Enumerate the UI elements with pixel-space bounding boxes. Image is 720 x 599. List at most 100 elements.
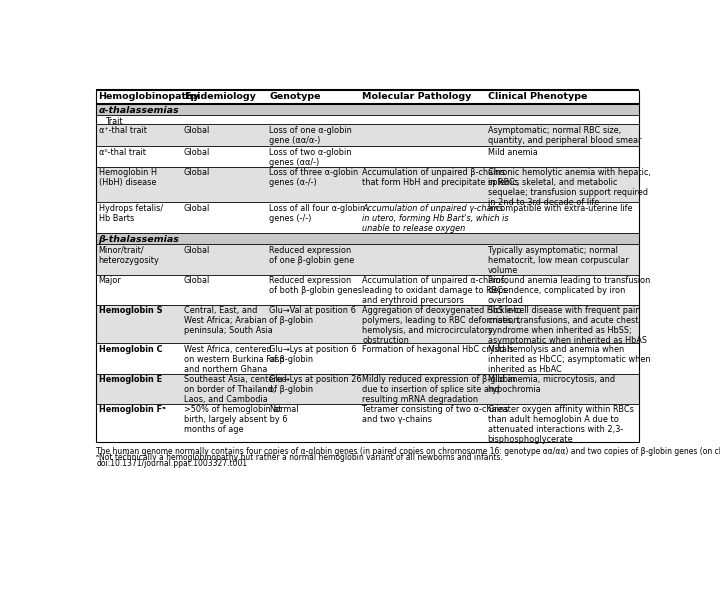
Bar bbox=[360, 343, 485, 374]
Bar bbox=[181, 124, 266, 146]
Text: α-thalassemias: α-thalassemias bbox=[99, 105, 179, 114]
Text: Mild anemia: Mild anemia bbox=[487, 147, 537, 156]
Bar bbox=[96, 202, 181, 234]
Text: Global: Global bbox=[184, 246, 210, 255]
Bar bbox=[485, 104, 639, 115]
Text: Accumulation of unpaired β-chains
that form HbH and precipitate in RBCs: Accumulation of unpaired β-chains that f… bbox=[362, 168, 519, 187]
Bar bbox=[360, 146, 485, 167]
Text: Southeast Asia, centered
on border of Thailand,
Laos, and Cambodia: Southeast Asia, centered on border of Th… bbox=[184, 375, 287, 404]
Text: Hemoglobinopathy: Hemoglobinopathy bbox=[99, 92, 199, 101]
Text: Normal: Normal bbox=[269, 406, 299, 415]
Bar bbox=[485, 234, 639, 244]
Text: doi:10.1371/journal.ppat.1003327.t001: doi:10.1371/journal.ppat.1003327.t001 bbox=[96, 459, 248, 468]
Bar bbox=[485, 343, 639, 374]
Text: Major: Major bbox=[99, 276, 121, 285]
Text: Typically asymptomatic; normal
hematocrit, low mean corpuscular
volume: Typically asymptomatic; normal hematocri… bbox=[487, 246, 628, 275]
Text: Hemoglobin E: Hemoglobin E bbox=[99, 375, 162, 384]
Bar bbox=[266, 104, 360, 115]
Bar bbox=[266, 244, 360, 274]
Bar bbox=[485, 167, 639, 202]
Bar bbox=[485, 146, 639, 167]
Bar bbox=[485, 374, 639, 404]
Bar bbox=[96, 274, 181, 305]
Bar bbox=[266, 274, 360, 305]
Bar bbox=[96, 244, 181, 274]
Text: Reduced expression
of one β-globin gene: Reduced expression of one β-globin gene bbox=[269, 246, 354, 265]
Bar bbox=[266, 374, 360, 404]
Text: Hemoglobin H
(HbH) disease: Hemoglobin H (HbH) disease bbox=[99, 168, 156, 187]
Bar bbox=[96, 305, 181, 343]
Text: Greater oxygen affinity within RBCs
than adult hemoglobin A due to
attenuated in: Greater oxygen affinity within RBCs than… bbox=[487, 406, 634, 444]
Bar bbox=[96, 104, 181, 115]
Bar bbox=[360, 167, 485, 202]
Bar bbox=[266, 234, 360, 244]
Bar bbox=[360, 115, 485, 124]
Bar bbox=[181, 404, 266, 442]
Text: Sickle-cell disease with frequent pain
crises, transfusions, and acute chest
syn: Sickle-cell disease with frequent pain c… bbox=[487, 306, 647, 346]
Text: Hemoglobin Fᵃ: Hemoglobin Fᵃ bbox=[99, 406, 166, 415]
Text: Trait: Trait bbox=[107, 117, 124, 126]
Text: Loss of all four α-globin
genes (-/-): Loss of all four α-globin genes (-/-) bbox=[269, 204, 365, 223]
Bar bbox=[266, 115, 360, 124]
Text: Global: Global bbox=[184, 204, 210, 213]
Bar bbox=[266, 202, 360, 234]
Bar bbox=[181, 167, 266, 202]
Bar bbox=[360, 274, 485, 305]
Text: Accumulation of unpaired α-chains,
leading to oxidant damage to RBCs
and erythro: Accumulation of unpaired α-chains, leadi… bbox=[362, 276, 508, 305]
Bar bbox=[96, 115, 181, 124]
Text: Loss of one α-globin
gene (αα/α-): Loss of one α-globin gene (αα/α-) bbox=[269, 126, 352, 144]
Text: Mild anemia, microcytosis, and
hypochromia: Mild anemia, microcytosis, and hypochrom… bbox=[487, 375, 615, 394]
Bar bbox=[360, 104, 485, 115]
Bar bbox=[360, 202, 485, 234]
Bar bbox=[485, 115, 639, 124]
Text: Epidemiology: Epidemiology bbox=[184, 92, 256, 101]
Bar bbox=[96, 146, 181, 167]
Bar bbox=[181, 343, 266, 374]
Bar bbox=[181, 202, 266, 234]
Text: Glu→Lys at position 6
of β-globin: Glu→Lys at position 6 of β-globin bbox=[269, 345, 356, 364]
Text: Mildly reduced expression of β-globin
due to insertion of splice site and
result: Mildly reduced expression of β-globin du… bbox=[362, 375, 516, 404]
Text: Glu→Val at position 6
of β-globin: Glu→Val at position 6 of β-globin bbox=[269, 306, 356, 325]
Bar bbox=[181, 374, 266, 404]
Bar bbox=[181, 305, 266, 343]
Text: Minor/trait/
heterozygosity: Minor/trait/ heterozygosity bbox=[99, 246, 159, 265]
Text: Loss of three α-globin
genes (α-/-): Loss of three α-globin genes (α-/-) bbox=[269, 168, 359, 187]
Text: Global: Global bbox=[184, 168, 210, 177]
Text: Global: Global bbox=[184, 147, 210, 156]
Text: α⁺-thal trait: α⁺-thal trait bbox=[99, 126, 147, 135]
Bar bbox=[266, 124, 360, 146]
Text: >50% of hemoglobin at
birth, largely absent by 6
months of age: >50% of hemoglobin at birth, largely abs… bbox=[184, 406, 287, 434]
Bar bbox=[360, 90, 485, 104]
Text: Loss of two α-globin
genes (αα/-): Loss of two α-globin genes (αα/-) bbox=[269, 147, 351, 167]
Bar bbox=[485, 274, 639, 305]
Text: Hydrops fetalis/
Hb Barts: Hydrops fetalis/ Hb Barts bbox=[99, 204, 163, 223]
Text: Accumulation of unpaired γ-chains
in utero, forming Hb Bart's, which is
unable t: Accumulation of unpaired γ-chains in ute… bbox=[362, 204, 508, 233]
Text: Incompatible with extra-uterine life: Incompatible with extra-uterine life bbox=[487, 204, 632, 213]
Bar bbox=[266, 167, 360, 202]
Text: Asymptomatic; normal RBC size,
quantity, and peripheral blood smear: Asymptomatic; normal RBC size, quantity,… bbox=[487, 126, 641, 144]
Text: Mild hemolysis and anemia when
inherited as HbCC; asymptomatic when
inherited as: Mild hemolysis and anemia when inherited… bbox=[487, 345, 650, 374]
Bar bbox=[485, 244, 639, 274]
Bar bbox=[266, 146, 360, 167]
Bar bbox=[485, 124, 639, 146]
Bar bbox=[96, 234, 181, 244]
Bar bbox=[485, 202, 639, 234]
Bar bbox=[360, 305, 485, 343]
Bar bbox=[96, 343, 181, 374]
Text: Reduced expression
of both β-globin genes: Reduced expression of both β-globin gene… bbox=[269, 276, 362, 295]
Bar bbox=[360, 404, 485, 442]
Bar bbox=[266, 305, 360, 343]
Text: Formation of hexagonal HbC crystals: Formation of hexagonal HbC crystals bbox=[362, 345, 513, 354]
Bar bbox=[96, 374, 181, 404]
Text: Clinical Phenotype: Clinical Phenotype bbox=[487, 92, 587, 101]
Text: Aggregation of deoxygenated HbS into
polymers, leading to RBC deformation,
hemol: Aggregation of deoxygenated HbS into pol… bbox=[362, 306, 522, 346]
Bar bbox=[181, 234, 266, 244]
Bar bbox=[181, 244, 266, 274]
Text: Molecular Pathology: Molecular Pathology bbox=[362, 92, 472, 101]
Bar bbox=[266, 343, 360, 374]
Bar bbox=[360, 124, 485, 146]
Bar bbox=[96, 124, 181, 146]
Bar bbox=[96, 90, 181, 104]
Text: Chronic hemolytic anemia with hepatic,
splenic, skeletal, and metabolic
sequelae: Chronic hemolytic anemia with hepatic, s… bbox=[487, 168, 651, 207]
Text: Glu→Lys at position 26
of β-globin: Glu→Lys at position 26 of β-globin bbox=[269, 375, 361, 394]
